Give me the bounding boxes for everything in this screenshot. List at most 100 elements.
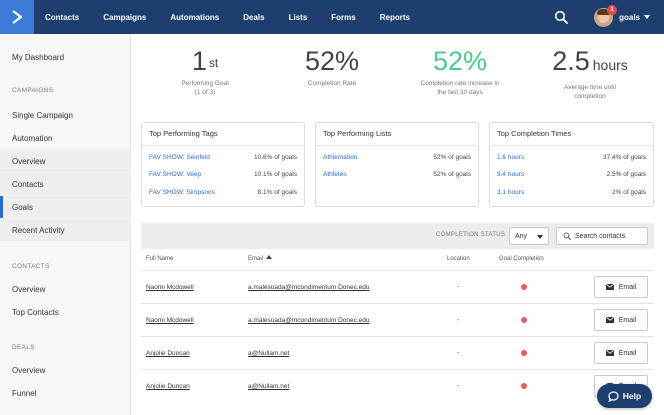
stat-label: Performing Goal: [181, 80, 229, 87]
avatar[interactable]: 1: [594, 4, 618, 27]
sidebar-header-deals: DEALS: [12, 344, 35, 351]
nav-deals[interactable]: Deals: [243, 12, 265, 22]
contact-name-link[interactable]: Naomi Mcdowell: [146, 317, 194, 324]
chevron-down-icon[interactable]: [644, 15, 650, 19]
stat-value: 1: [191, 46, 207, 76]
nav-reports[interactable]: Reports: [379, 12, 410, 22]
stat-sublabel: (1 of 3): [194, 89, 216, 96]
column-header-email[interactable]: Email: [248, 255, 273, 262]
stat-value: 52%: [304, 46, 360, 76]
card-top-tags: Top Performing Tags FAV SHOW: Seinfeld 10…: [141, 122, 305, 207]
search-contacts-box: [556, 227, 648, 245]
sidebar-item-recent-activity[interactable]: Recent Activity: [0, 219, 131, 241]
contact-email-link[interactable]: a.malesuada@Incondimentum Donec.edu: [248, 317, 370, 324]
sidebar-item-funnel[interactable]: Funnel: [12, 388, 37, 398]
completion-status-select[interactable]: Any: [509, 227, 549, 245]
stat-value: 2.5: [552, 46, 590, 76]
sidebar-item-contacts-overview[interactable]: Overview: [12, 284, 46, 294]
column-header-location[interactable]: Location: [447, 256, 470, 262]
nav-campaigns[interactable]: Campaigns: [103, 12, 147, 22]
goal-incomplete-indicator: [521, 317, 527, 323]
contact-name-link[interactable]: Anjolie Duncan: [146, 350, 190, 357]
email-button[interactable]: Email: [594, 342, 648, 364]
list-item: FAV SHOW: Simpsons 8.1% of goals: [149, 189, 297, 199]
column-header-goal-completion[interactable]: Goal Completion: [499, 256, 544, 262]
filter-bar: COMPLETION STATUS Any: [141, 223, 654, 249]
sidebar-item-my-dashboard[interactable]: My Dashboard: [12, 52, 65, 62]
table-row: Naomi Mcdowell a.malesuada@Incondimentum…: [141, 303, 654, 336]
list-item: FAV SHOW: Veep 10.1% of goals: [149, 171, 297, 181]
help-button-label: Help: [622, 391, 642, 401]
tag-value: 10.1% of goals: [253, 171, 297, 178]
avatar-face: [598, 10, 610, 23]
tag-value: 8.1% of goals: [257, 189, 297, 196]
contact-name-link[interactable]: Anjolie Duncan: [146, 383, 190, 390]
time-value: 2.5% of goals: [606, 171, 646, 178]
contact-location: -: [457, 317, 460, 324]
time-link[interactable]: 9.4 hours: [497, 171, 525, 178]
nav-links: Contacts Campaigns Automations Deals Lis…: [45, 13, 434, 22]
completion-status-label: COMPLETION STATUS: [436, 232, 506, 238]
app-logo[interactable]: [0, 0, 34, 34]
card-top-lists: Top Performing Lists Athlemation 52% of g…: [315, 122, 479, 207]
sidebar-header-campaigns: CAMPAIGNS: [12, 87, 54, 94]
sidebar-item-contacts[interactable]: Contacts: [0, 173, 131, 195]
notification-badge: 1: [607, 4, 618, 15]
nav-right: 1 goals: [554, 0, 650, 34]
tag-link[interactable]: FAV SHOW: Seinfeld: [149, 154, 210, 161]
table-row: Naomi Mcdowell a.malesuada@Incondimentum…: [141, 270, 654, 303]
sort-ascending-icon: [266, 255, 273, 260]
contact-email-link[interactable]: a.malesuada@Incondimentum Donec.edu: [248, 284, 370, 291]
email-button[interactable]: Email: [594, 309, 648, 331]
envelope-icon: [605, 317, 614, 323]
search-icon[interactable]: [554, 10, 568, 24]
search-contacts-input[interactable]: [575, 232, 645, 240]
list-link[interactable]: Athletes: [323, 171, 347, 178]
email-button-label: Email: [618, 349, 637, 357]
list-link[interactable]: Athlemation: [323, 154, 358, 161]
sidebar-item-overview[interactable]: Overview: [0, 150, 131, 172]
chevron-down-icon: [537, 235, 543, 239]
sidebar-item-deals-overview[interactable]: Overview: [12, 365, 46, 375]
time-value: 2% of goals: [612, 189, 646, 196]
sidebar: My Dashboard CAMPAIGNS Single Campaign A…: [0, 34, 131, 415]
contact-location: -: [457, 383, 460, 390]
goal-incomplete-indicator: [521, 383, 527, 389]
sidebar-item-single-campaign[interactable]: Single Campaign: [12, 110, 73, 120]
stat-completion-rate: 52% Completion Rate: [287, 47, 377, 88]
sidebar-item-top-contacts[interactable]: Top Contacts: [12, 307, 59, 317]
sidebar-header-contacts: CONTACTS: [12, 263, 50, 270]
stat-unit: hours: [592, 57, 628, 73]
goal-incomplete-indicator: [521, 350, 527, 356]
list-value: 52% of goals: [433, 171, 471, 178]
nav-lists[interactable]: Lists: [288, 12, 308, 22]
logo-chevron-icon: [12, 10, 23, 24]
divider: [490, 145, 653, 146]
tag-link[interactable]: FAV SHOW: Veep: [149, 171, 202, 178]
contact-email-link[interactable]: a@Nullam.net: [248, 350, 290, 357]
table-row: Anjolie Duncan a@Nullam.net - Email: [141, 369, 654, 402]
card-title: Top Completion Times: [497, 129, 572, 138]
nav-automations[interactable]: Automations: [170, 12, 220, 22]
nav-forms[interactable]: Forms: [331, 12, 356, 22]
sidebar-item-goals[interactable]: Goals: [0, 196, 131, 218]
time-link[interactable]: 3.1 hours: [497, 189, 525, 196]
contact-name-link[interactable]: Naomi Mcdowell: [146, 284, 194, 291]
help-button[interactable]: Help: [597, 384, 652, 408]
stat-sublabel: completion: [574, 93, 606, 100]
top-nav: Contacts Campaigns Automations Deals Lis…: [0, 0, 664, 34]
time-link[interactable]: 1.6 hours: [497, 154, 525, 161]
column-header-full-name[interactable]: Full Name: [146, 256, 174, 262]
nav-contacts[interactable]: Contacts: [45, 12, 80, 22]
tag-link[interactable]: FAV SHOW: Simpsons: [149, 189, 215, 196]
email-button[interactable]: Email: [594, 276, 648, 298]
list-item: 3.1 hours 2% of goals: [497, 189, 646, 199]
sidebar-item-automation[interactable]: Automation: [12, 133, 53, 143]
card-title: Top Performing Lists: [323, 129, 392, 138]
stat-label: Average time until: [564, 84, 616, 91]
card-title: Top Performing Tags: [149, 129, 218, 138]
email-button-label: Email: [618, 283, 637, 291]
user-menu-label[interactable]: goals: [619, 12, 640, 22]
contact-email-link[interactable]: a@Nullam.net: [248, 383, 290, 390]
